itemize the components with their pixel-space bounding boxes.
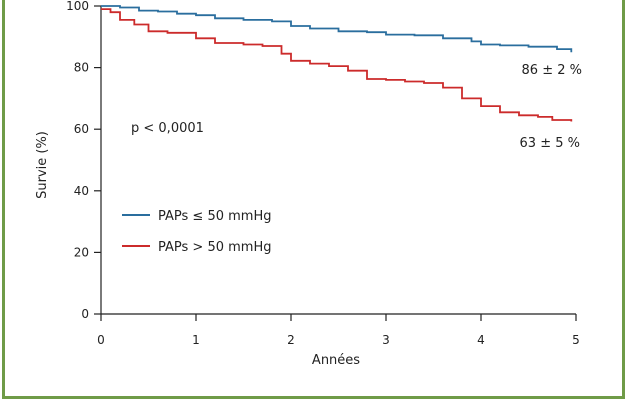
- series-line-paps-le-50: [101, 5, 573, 53]
- chart-frame: [2, 0, 625, 399]
- p-value-annotation: p < 0,0001: [131, 121, 204, 136]
- series-end-label-low: 86 ± 2 %: [522, 63, 582, 78]
- y-tick-label: 100: [66, 0, 89, 13]
- x-tick-label: 4: [477, 333, 485, 347]
- y-tick-label: 0: [81, 307, 89, 321]
- legend-label-low: PAPs ≤ 50 mmHg: [158, 209, 271, 224]
- y-tick-label: 40: [74, 184, 89, 198]
- x-axis-title: Années: [312, 353, 360, 368]
- legend-label-high: PAPs > 50 mmHg: [158, 240, 271, 255]
- series-end-label-high: 63 ± 5 %: [520, 136, 580, 151]
- x-tick-label: 0: [97, 333, 105, 347]
- x-tick-label: 1: [192, 333, 200, 347]
- y-tick-label: 80: [74, 61, 89, 75]
- y-tick-label: 60: [74, 122, 89, 136]
- x-tick-label: 5: [572, 333, 580, 347]
- legend: PAPs ≤ 50 mmHg PAPs > 50 mmHg: [122, 209, 271, 255]
- y-axis-title: Survie (%): [35, 131, 50, 199]
- y-tick-label: 20: [74, 245, 89, 259]
- series-line-paps-gt-50: [101, 8, 573, 122]
- x-tick-label: 3: [382, 333, 390, 347]
- x-tick-label: 2: [287, 333, 295, 347]
